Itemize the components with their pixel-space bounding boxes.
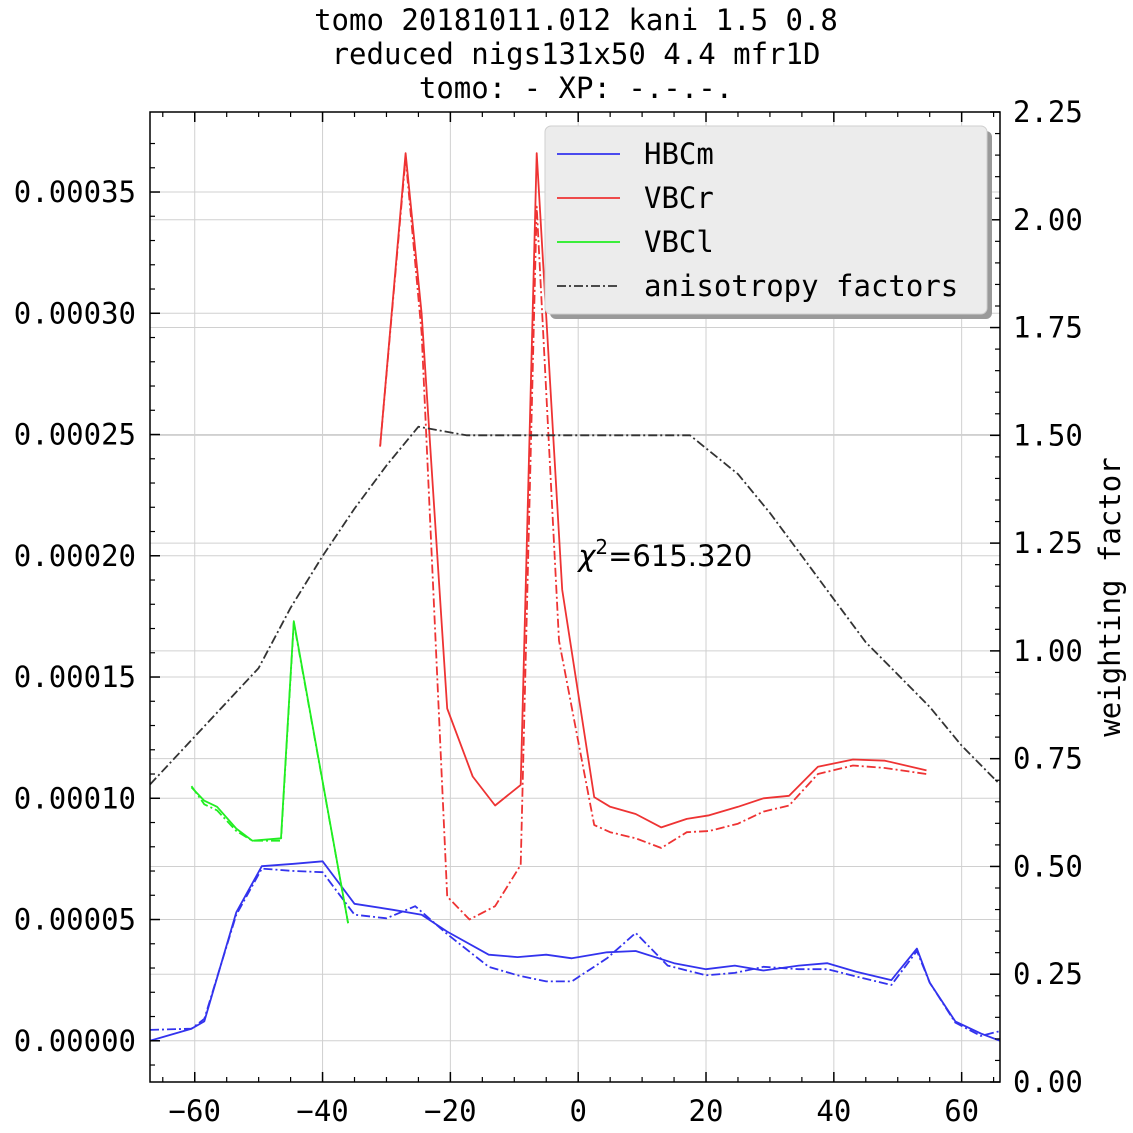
axis-labels: −60 −40 −20 0 20 40 60 0.00000 0.00005 0.00010 0.0… (14, 95, 1127, 1128)
annotations: χ2=615.320 (576, 535, 752, 573)
y-tick-label: 0.00000 (14, 1024, 136, 1058)
chart-title-line: tomo 20181011.012 kani 1.5 0.8 (314, 3, 838, 37)
y2-tick-label: 0.25 (1013, 957, 1083, 991)
series-line-3 (379, 157, 927, 921)
y2-tick-label: 2.25 (1013, 95, 1083, 129)
chart-title-line: reduced nigs131x50 4.4 mfr1D (332, 37, 821, 71)
y2-tick-label: 1.75 (1013, 311, 1083, 345)
y-tick-label: 0.00015 (14, 660, 136, 694)
y2-tick-label: 1.50 (1013, 418, 1083, 452)
series-line-0 (149, 860, 1001, 1042)
legend: HBCm VBCr VBCl anisotropy factors (544, 125, 992, 319)
x-tick-label: −40 (296, 1094, 348, 1128)
series-layer (149, 152, 1001, 1042)
y-tick-label: 0.00030 (14, 296, 136, 330)
y-tick-label: 0.00035 (14, 175, 136, 209)
y2-axis-label: weighting factor (1093, 457, 1127, 736)
y-tick-label: 0.00020 (14, 539, 136, 573)
series-line-2 (379, 152, 927, 829)
legend-label: anisotropy factors (644, 269, 958, 303)
y2-tick-label: 0.00 (1013, 1065, 1083, 1099)
legend-label: HBCm (644, 137, 714, 171)
y2-tick-label: 2.00 (1013, 203, 1083, 237)
chart-title-line: tomo: - XP: -.-.-. (419, 71, 733, 105)
series-line-1 (149, 867, 1001, 1037)
grid (150, 111, 1000, 1083)
y2-tick-label: 1.25 (1013, 526, 1083, 560)
x-tick-label: 20 (689, 1094, 724, 1128)
series-line-5 (190, 621, 349, 924)
chi-square-annotation: χ2=615.320 (576, 535, 752, 573)
legend-label: VBCr (644, 181, 714, 215)
legend-box (544, 125, 988, 315)
y-tick-label: 0.00010 (14, 781, 136, 815)
legend-label: VBCl (644, 225, 714, 259)
y2-tick-label: 0.50 (1013, 849, 1083, 883)
x-tick-label: 40 (816, 1094, 851, 1128)
x-tick-label: 0 (569, 1094, 586, 1128)
x-tick-label: 60 (944, 1094, 979, 1128)
series-line-6 (149, 425, 1001, 786)
x-tick-label: −20 (424, 1094, 476, 1128)
y-tick-label: 0.00005 (14, 903, 136, 937)
y2-tick-label: 0.75 (1013, 742, 1083, 776)
x-tick-label: −60 (169, 1094, 221, 1128)
y-tick-label: 0.00025 (14, 418, 136, 452)
y2-tick-label: 1.00 (1013, 634, 1083, 668)
axis-ticks (150, 111, 1000, 1083)
plot-frame (149, 111, 1001, 1083)
